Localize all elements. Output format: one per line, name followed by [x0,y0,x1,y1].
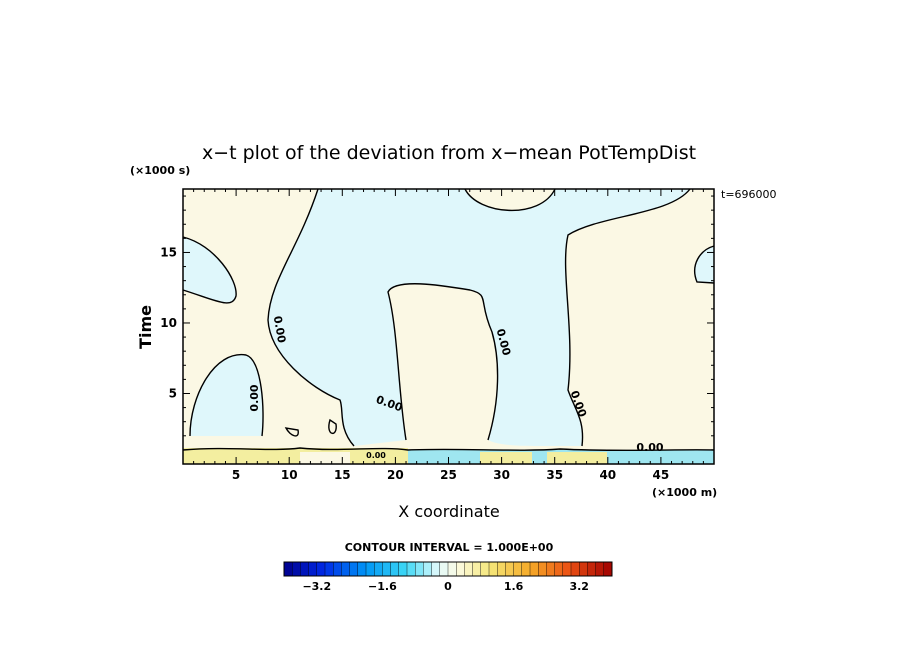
colorbar-tick-label: 1.6 [504,580,524,593]
y-axis-label: Time [136,305,155,349]
contour-lines [182,188,715,452]
colorbar-cell [374,561,383,577]
colorbar-cell [513,561,523,577]
contour-label: 0.00 [366,451,386,460]
colorbar-cell [595,561,605,577]
negative-region-left-top [183,237,237,303]
colorbar-frame [283,561,613,577]
contour-line-3 [387,283,499,441]
contour-line-2 [464,188,556,212]
colorbar-cell [357,561,367,577]
contour-line-6 [182,236,237,304]
colorbar [283,561,613,577]
bottom-positive-patch-2 [547,452,607,464]
colorbar-tick-label: 0 [444,580,452,593]
time-stamp: t=696000 [721,188,777,201]
y-tick-label: 5 [169,386,177,400]
colorbar-cell [521,561,531,577]
colorbar-tick-label: −3.2 [302,580,331,593]
y-tick-label: 15 [160,245,177,259]
x-tick-label: 25 [440,468,457,482]
colorbar-cell [390,561,400,577]
colorbar-cell [341,561,351,577]
colorbar-cell [456,561,465,577]
colorbar-tick-label: −1.6 [368,580,397,593]
colorbar-cell [324,561,334,577]
colorbar-cell [505,561,515,577]
colorbar-cell [300,561,310,577]
colorbar-cell [349,561,359,577]
x-tick-label: 20 [387,468,404,482]
contour-label: 0.00 [636,441,663,454]
colorbar-ticks: −3.2 −1.6 0 1.6 3.2 [302,580,589,593]
x-tick-label: 45 [653,468,670,482]
colorbar-cell [538,561,547,577]
x-tick-label: 35 [546,468,563,482]
bottom-positive-strip [183,448,408,464]
contour-line-10 [328,418,337,434]
x-tick-label: 40 [599,468,616,482]
x-axis-ticks: 5 10 15 20 25 30 35 40 45 [182,189,715,482]
colorbar-cell [447,561,457,577]
colorbar-cell [562,561,572,577]
x-unit-label: (×1000 m) [652,486,717,499]
colorbar-cell [546,561,556,577]
colorbar-tick-label: 3.2 [569,580,589,593]
colorbar-cell [488,561,498,577]
colorbar-cell [423,561,433,577]
contour-label: 0.00 [271,315,289,344]
negative-region-top [268,189,690,446]
colorbar-cell [529,561,539,577]
colorbar-cell [316,561,326,577]
plot-area: 0.00 0.00 0.00 0.00 0.00 0.00 0.00 [182,188,715,465]
contour-line-1 [267,188,355,447]
bottom-negative-patch [300,452,350,464]
x-tick-label: 10 [281,468,298,482]
x-tick-label: 5 [232,468,240,482]
colorbar-cell [587,561,597,577]
colorbar-cell [579,561,588,577]
x-tick-label: 30 [493,468,510,482]
colorbar-cell [603,561,613,577]
y-unit-label: (×1000 s) [130,164,190,177]
chart-title: x−t plot of the deviation from x−mean Po… [202,142,696,164]
contour-label: 0.00 [248,384,261,411]
negative-region-right-edge [694,246,714,283]
contour-line-5 [189,354,264,437]
y-axis-ticks: 5 10 15 [160,195,714,465]
contour-interval: CONTOUR INTERVAL = 1.000E+00 [345,541,554,554]
colorbar-cell [382,561,392,577]
colorbar-cell [415,561,424,577]
colorbar-cell [283,561,293,577]
colorbar-cell [439,561,449,577]
contour-line-8 [182,447,715,452]
contour-line-9 [284,427,299,437]
colorbar-cell [570,561,580,577]
contour-line-4 [564,188,691,447]
colorbar-cell [464,561,474,577]
negative-region-left-lobe [190,354,264,436]
colorbar-cell [554,561,564,577]
colorbar-cell [333,561,342,577]
colorbar-cell [398,561,408,577]
x-axis-label: X coordinate [398,502,499,521]
colorbar-cell [406,561,416,577]
colorbar-cell [431,561,441,577]
colorbar-cell [472,561,482,577]
colorbar-cell [365,561,375,577]
colorbar-cell [292,561,301,577]
colorbar-cell [480,561,490,577]
bottom-positive-patch [480,452,532,464]
colorbar-cell [497,561,506,577]
y-tick-label: 10 [160,316,177,330]
colorbar-cell [308,561,318,577]
contour-line-7 [694,245,715,284]
x-tick-label: 15 [334,468,351,482]
